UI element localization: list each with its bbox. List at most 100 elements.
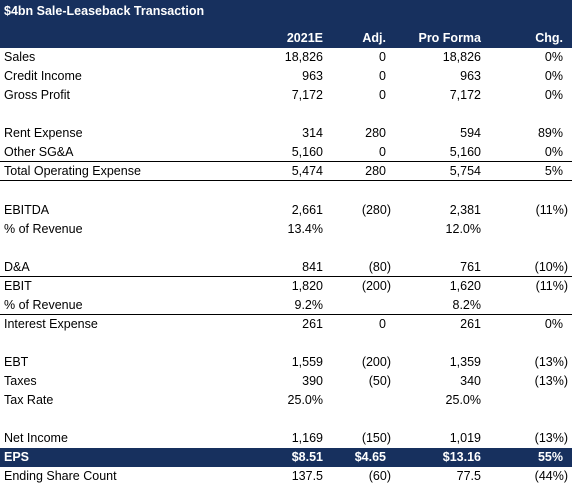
row-tax-rate: Tax Rate 25.0% 25.0% — [0, 391, 572, 410]
row-label: Interest Expense — [4, 317, 98, 331]
column-header-chg: Chg. — [535, 31, 563, 45]
value-2021e: 314 — [302, 126, 323, 140]
row-gross-profit: Gross Profit 7,172 0 7,172 0% — [0, 86, 572, 105]
value-pro-forma: 18,826 — [442, 50, 481, 64]
row-label: Credit Income — [4, 69, 82, 83]
row-ebit-pct-revenue: % of Revenue 9.2% 8.2% — [0, 296, 572, 315]
value-chg: 0% — [544, 50, 563, 64]
value-adj: 280 — [365, 126, 386, 140]
row-ebit: EBIT 1,820 (200) 1,620 (11%) — [0, 277, 572, 296]
value-2021e: 9.2% — [294, 298, 324, 312]
row-ebitda: EBITDA 2,661 (280) 2,381 (11%) — [0, 201, 572, 220]
row-label: Other SG&A — [4, 145, 74, 159]
value-2021e: 1,820 — [291, 279, 323, 293]
value-2021e: 18,826 — [284, 50, 323, 64]
row-rent-expense: Rent Expense 314 280 594 89% — [0, 124, 572, 143]
row-label: Rent Expense — [4, 126, 83, 140]
table-title: $4bn Sale-Leaseback Transaction — [4, 4, 205, 18]
value-pro-forma: 12.0% — [445, 222, 481, 236]
row-credit-income: Credit Income 963 0 963 0% — [0, 67, 572, 86]
column-header-adj: Adj. — [362, 31, 386, 45]
value-chg: (10%) — [534, 260, 568, 274]
value-2021e: 841 — [302, 260, 323, 274]
row-interest-expense: Interest Expense 261 0 261 0% — [0, 315, 572, 334]
value-pro-forma: 25.0% — [445, 393, 481, 407]
row-label: EBIT — [4, 279, 32, 293]
value-chg: 0% — [544, 88, 563, 102]
value-pro-forma: 1,620 — [449, 279, 481, 293]
value-adj: 0 — [379, 69, 386, 83]
value-2021e: 1,169 — [291, 431, 323, 445]
column-header-row: 2021E Adj. Pro Forma Chg. — [0, 29, 572, 48]
value-chg: (11%) — [535, 203, 568, 217]
value-pro-forma: 8.2% — [452, 298, 482, 312]
value-chg: (13%) — [534, 431, 568, 445]
row-label: % of Revenue — [4, 222, 83, 236]
value-2021e: 7,172 — [291, 88, 323, 102]
value-2021e: 137.5 — [291, 469, 323, 483]
value-chg: (13%) — [534, 374, 568, 388]
value-2021e: 5,160 — [291, 145, 323, 159]
value-adj: (200) — [361, 279, 391, 293]
value-adj: 0 — [379, 88, 386, 102]
row-label: Gross Profit — [4, 88, 70, 102]
value-adj: (150) — [361, 431, 391, 445]
value-2021e: 390 — [302, 374, 323, 388]
value-adj: 0 — [379, 50, 386, 64]
value-pro-forma: 261 — [460, 317, 481, 331]
column-header-2021e: 2021E — [286, 31, 323, 45]
value-adj: $4.65 — [354, 450, 386, 464]
value-2021e: 25.0% — [287, 393, 323, 407]
row-label: Net Income — [4, 431, 68, 445]
value-chg: 0% — [544, 145, 563, 159]
value-chg: (13%) — [534, 355, 568, 369]
row-label: EBITDA — [4, 203, 50, 217]
row-label: D&A — [4, 260, 30, 274]
value-2021e: 1,559 — [291, 355, 323, 369]
row-net-income: Net Income 1,169 (150) 1,019 (13%) — [0, 429, 572, 448]
value-pro-forma: 77.5 — [456, 469, 481, 483]
row-label: Tax Rate — [4, 393, 54, 407]
value-adj: 0 — [379, 145, 386, 159]
value-pro-forma: 1,019 — [449, 431, 481, 445]
value-pro-forma: 5,754 — [449, 164, 481, 178]
value-2021e: $8.51 — [291, 450, 323, 464]
value-chg: (11%) — [535, 279, 568, 293]
value-pro-forma: 594 — [460, 126, 481, 140]
value-2021e: 5,474 — [291, 164, 323, 178]
row-label: % of Revenue — [4, 298, 83, 312]
value-pro-forma: 5,160 — [449, 145, 481, 159]
value-adj: (50) — [368, 374, 391, 388]
value-pro-forma: 761 — [460, 260, 481, 274]
value-pro-forma: 7,172 — [449, 88, 481, 102]
value-adj: 0 — [379, 317, 386, 331]
value-adj: 280 — [365, 164, 386, 178]
value-pro-forma: 2,381 — [449, 203, 481, 217]
value-pro-forma: 963 — [460, 69, 481, 83]
value-pro-forma: 340 — [460, 374, 481, 388]
value-2021e: 261 — [302, 317, 323, 331]
value-chg: (44%) — [534, 469, 568, 483]
row-label: Ending Share Count — [4, 469, 117, 483]
row-other-sga: Other SG&A 5,160 0 5,160 0% — [0, 143, 572, 162]
row-label: EBT — [4, 355, 29, 369]
row-total-operating-expense: Total Operating Expense 5,474 280 5,754 … — [0, 162, 572, 181]
value-chg: 89% — [537, 126, 563, 140]
row-taxes: Taxes 390 (50) 340 (13%) — [0, 372, 572, 391]
value-2021e: 2,661 — [291, 203, 323, 217]
row-ebt: EBT 1,559 (200) 1,359 (13%) — [0, 353, 572, 372]
value-adj: (80) — [368, 260, 391, 274]
value-2021e: 963 — [302, 69, 323, 83]
row-ebitda-pct-revenue: % of Revenue 13.4% 12.0% — [0, 220, 572, 239]
value-2021e: 13.4% — [287, 222, 323, 236]
value-adj: (200) — [361, 355, 391, 369]
title-bar: $4bn Sale-Leaseback Transaction — [0, 0, 572, 29]
row-da: D&A 841 (80) 761 (10%) — [0, 258, 572, 277]
value-chg: 55% — [537, 450, 563, 464]
value-pro-forma: $13.16 — [442, 450, 481, 464]
value-chg: 5% — [544, 164, 563, 178]
value-chg: 0% — [544, 317, 563, 331]
row-label: Sales — [4, 50, 36, 64]
row-ending-share-count: Ending Share Count 137.5 (60) 77.5 (44%) — [0, 467, 572, 486]
